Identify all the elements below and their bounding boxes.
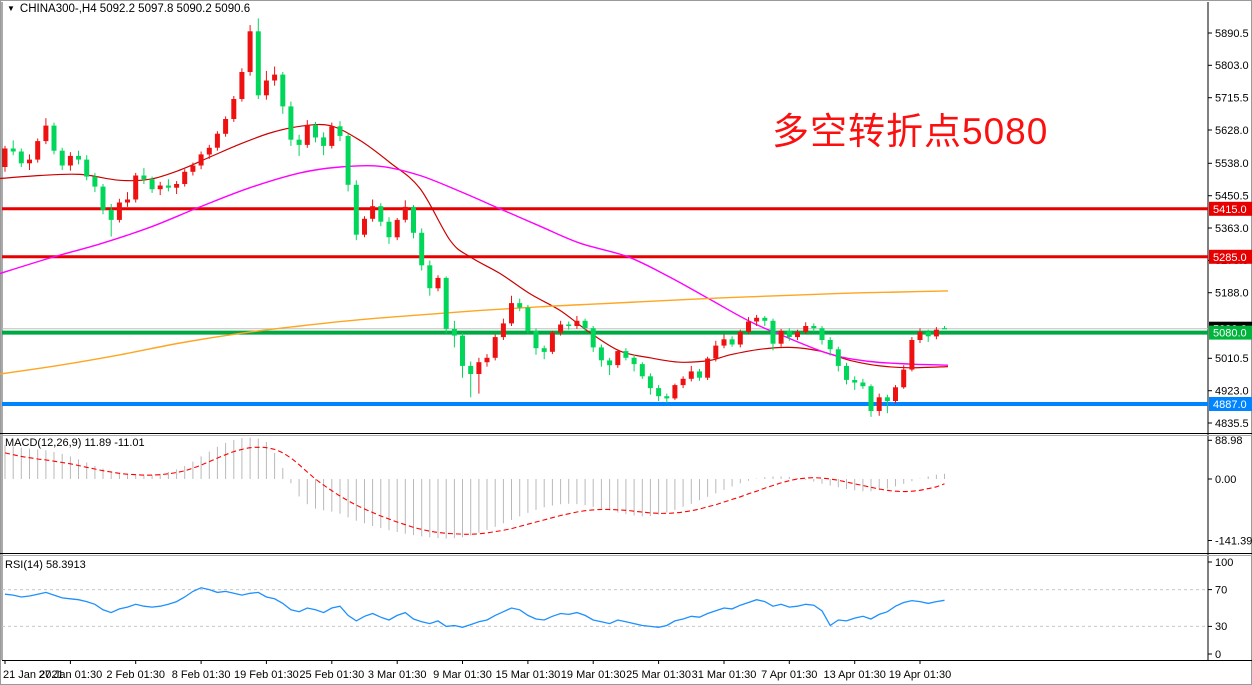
svg-text:21 Jan 2021: 21 Jan 2021 — [3, 669, 64, 681]
svg-text:5803.0: 5803.0 — [1215, 60, 1249, 72]
svg-text:7 Apr 01:30: 7 Apr 01:30 — [761, 669, 817, 681]
svg-text:19 Mar 01:30: 19 Mar 01:30 — [561, 669, 626, 681]
svg-text:25 Feb 01:30: 25 Feb 01:30 — [299, 669, 364, 681]
svg-text:0: 0 — [1215, 649, 1221, 661]
svg-text:3 Mar 01:30: 3 Mar 01:30 — [368, 669, 427, 681]
svg-text:31 Mar 01:30: 31 Mar 01:30 — [692, 669, 757, 681]
price-pane[interactable]: 5890.5 5803.0 5715.5 5628.0 5538.0 5450.5 5363… — [0, 18, 1252, 430]
rsi-indicator-label: RSI(14) 58.3913 — [5, 559, 86, 571]
svg-text:27 Jan 01:30: 27 Jan 01:30 — [39, 669, 103, 681]
chart-annotation-text: 多空转折点5080 — [772, 111, 1049, 152]
ma-mid-magenta — [0, 164, 949, 366]
macd-pane[interactable]: 88.98 0.00 -141.39 — [4, 435, 1252, 547]
svg-text:-141.39: -141.39 — [1215, 535, 1252, 547]
macd-indicator-label: MACD(12,26,9) 11.89 -11.01 — [5, 437, 145, 449]
svg-text:5188.0: 5188.0 — [1215, 288, 1249, 300]
svg-text:4835.5: 4835.5 — [1215, 418, 1249, 430]
candlesticks[interactable] — [2, 18, 948, 417]
svg-text:5080.0: 5080.0 — [1213, 328, 1247, 340]
macd-axis: 88.98 0.00 -141.39 — [1208, 435, 1252, 547]
svg-text:4887.0: 4887.0 — [1213, 399, 1247, 411]
object-dropdown-icon[interactable]: ▼ — [7, 4, 15, 13]
svg-text:5628.0: 5628.0 — [1215, 125, 1249, 137]
svg-text:25 Mar 01:30: 25 Mar 01:30 — [626, 669, 691, 681]
svg-text:5285.0: 5285.0 — [1213, 252, 1247, 264]
ma-fast-red — [0, 123, 949, 369]
svg-text:5363.0: 5363.0 — [1215, 223, 1249, 235]
svg-text:4923.0: 4923.0 — [1215, 386, 1249, 398]
svg-text:88.98: 88.98 — [1215, 435, 1243, 447]
svg-text:5450.5: 5450.5 — [1215, 191, 1249, 203]
macd-signal-line — [4, 446, 945, 535]
svg-text:5715.5: 5715.5 — [1215, 93, 1249, 105]
horizontal-level-lines[interactable] — [2, 207, 1208, 406]
svg-text:19 Feb 01:30: 19 Feb 01:30 — [234, 669, 299, 681]
svg-text:5010.5: 5010.5 — [1215, 353, 1249, 365]
ma-slow-orange — [0, 290, 949, 375]
svg-text:5415.0: 5415.0 — [1213, 204, 1247, 216]
pane-borders — [0, 2, 1252, 661]
svg-text:100: 100 — [1215, 557, 1233, 569]
rsi-pane[interactable]: 100 70 30 0 — [2, 557, 1233, 661]
svg-text:5538.0: 5538.0 — [1215, 158, 1249, 170]
symbol-ohlc-text: CHINA300-,H4 5092.2 5097.8 5090.2 5090.6 — [19, 3, 251, 15]
svg-text:30: 30 — [1215, 621, 1227, 633]
symbol-ohlc-label: ▼ CHINA300-,H4 5092.2 5097.8 5090.2 5090.… — [7, 3, 250, 15]
svg-text:0.00: 0.00 — [1215, 474, 1236, 486]
svg-text:5890.5: 5890.5 — [1215, 28, 1249, 40]
svg-text:15 Mar 01:30: 15 Mar 01:30 — [495, 669, 560, 681]
svg-text:19 Apr 01:30: 19 Apr 01:30 — [889, 669, 951, 681]
rsi-axis: 100 70 30 0 — [1208, 557, 1233, 661]
svg-text:2 Feb 01:30: 2 Feb 01:30 — [106, 669, 165, 681]
svg-text:8 Feb 01:30: 8 Feb 01:30 — [172, 669, 231, 681]
svg-text:70: 70 — [1215, 584, 1227, 596]
svg-text:9 Mar 01:30: 9 Mar 01:30 — [433, 669, 492, 681]
svg-text:13 Apr 01:30: 13 Apr 01:30 — [824, 669, 886, 681]
rsi-line — [4, 587, 945, 628]
